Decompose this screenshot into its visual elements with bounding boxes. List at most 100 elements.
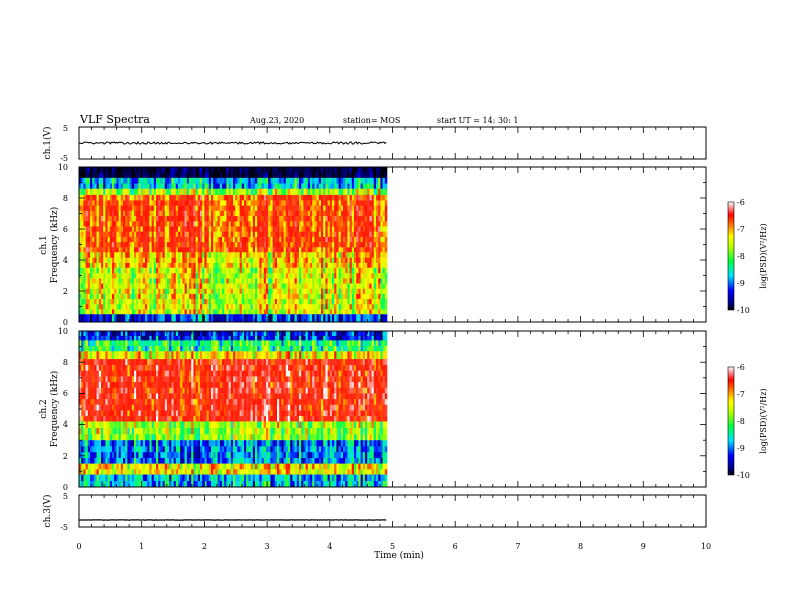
ch1-spectrogram-cell xyxy=(312,226,315,232)
ch1-spectrogram-cell xyxy=(329,177,333,184)
ch1-spectrogram-cell xyxy=(158,172,161,179)
ch1-spectrogram-cell xyxy=(345,298,348,305)
ch1-spectrogram-cell xyxy=(164,298,168,305)
ch1-spectrogram-cell xyxy=(180,252,183,258)
ch1-spectrogram-cell xyxy=(228,210,232,217)
ch1-spectrogram-cell xyxy=(340,172,344,179)
ch1-spectrogram-cell xyxy=(153,303,157,310)
ch1-spectrogram-cell xyxy=(191,188,194,196)
ch2-spectrogram-cell xyxy=(94,451,97,459)
ch1-spectrogram-cell xyxy=(158,257,161,263)
ch2-spectrogram-cell xyxy=(85,387,89,394)
ch1-spectrogram-cell xyxy=(325,188,328,196)
ch1-spectrogram-cell xyxy=(142,172,146,179)
ch1-spectrogram-cell xyxy=(118,200,122,206)
ch1-spectrogram-cell xyxy=(213,167,216,173)
ch1-spectrogram-cell xyxy=(347,188,350,196)
ch1-spectrogram-cell xyxy=(120,241,124,248)
ch1-spectrogram-cell xyxy=(268,205,271,211)
ch2-spectrogram-cell xyxy=(131,469,135,475)
ch1-spectrogram-cell xyxy=(334,257,337,263)
ch1-spectrogram-cell xyxy=(270,283,273,289)
ch1-spectrogram-cell xyxy=(114,236,117,243)
ch2-spectrogram-cell xyxy=(79,370,82,377)
ch1-spectrogram-cell xyxy=(202,220,205,227)
ch1-spectrogram-cell xyxy=(94,241,97,248)
ch2-spectrogram-cell xyxy=(81,457,84,464)
ch1-spectrogram-cell xyxy=(257,288,260,294)
ch1-spectrogram-cell xyxy=(310,303,313,310)
ch1-spectrogram-cell xyxy=(292,293,295,300)
ch1-spectrogram-cell xyxy=(283,278,287,284)
ch1-spectrogram-cell xyxy=(338,210,342,217)
ch1-spectrogram-cell xyxy=(134,247,137,253)
ch1-spectrogram-cell xyxy=(314,226,317,232)
ch2-spectrogram-cell xyxy=(81,480,84,488)
ch1-spectrogram-cell xyxy=(175,172,179,179)
ch1-spectrogram-cell xyxy=(259,298,262,305)
ch2-spectrogram-cell xyxy=(103,376,106,383)
ch1-spectrogram-cell xyxy=(252,309,256,315)
ch2-spectrogram-cell xyxy=(116,331,119,336)
ch2-spectrogram-cell xyxy=(129,340,133,347)
ch1-spectrogram-cell xyxy=(301,183,304,189)
ch1-spectrogram-cell xyxy=(288,215,291,222)
ch2-spectrogram-cell xyxy=(90,345,93,352)
ch1-spectrogram-cell xyxy=(351,167,355,173)
ch1-spectrogram-cell xyxy=(134,172,137,179)
ch1-spectrogram-cell xyxy=(382,247,386,253)
ch1-spectrogram-cell xyxy=(107,257,111,263)
ch1-spectrogram-cell xyxy=(345,183,348,189)
ch1-spectrogram-cell xyxy=(206,293,210,300)
ch1-spectrogram-cell xyxy=(140,200,144,206)
ch1-spectrogram-cell xyxy=(244,262,247,269)
ch1-spectrogram-cell xyxy=(116,262,119,269)
ch1-spectrogram-cell xyxy=(101,267,104,274)
ch1-spectrogram-cell xyxy=(118,293,122,300)
ch1-spectrogram-cell xyxy=(321,247,324,253)
ch1-spectrogram-cell xyxy=(105,205,108,211)
ch1-spectrogram-cell xyxy=(336,177,339,184)
ch1-spectrogram-cell xyxy=(195,241,199,248)
ch1-spectrogram-cell xyxy=(217,288,221,294)
ch1-spectrogram-cell xyxy=(310,205,313,211)
ch1-spectrogram-cell xyxy=(129,183,133,189)
ch1-spectrogram-cell xyxy=(255,220,258,227)
ch2-spectrogram-cell xyxy=(83,480,86,488)
ch1-spectrogram-cell xyxy=(250,241,254,248)
ch2-spectrogram-cell xyxy=(92,463,95,470)
ch1-spectrogram-cell xyxy=(140,220,144,227)
ch1-spectrogram-cell xyxy=(153,220,157,227)
ch1-spectrogram-cell xyxy=(114,309,117,315)
ch1-spectrogram-cell xyxy=(180,231,183,237)
ch1-spectrogram-cell xyxy=(354,303,357,310)
ch1-spectrogram-cell xyxy=(347,177,350,184)
ch1-spectrogram-cell xyxy=(356,210,359,217)
ch2-spectrogram-cell xyxy=(131,451,135,459)
ch1-spectrogram-cell xyxy=(237,267,240,274)
ch2-spectrogram-cell xyxy=(83,345,86,352)
ch1-spectrogram-cell xyxy=(299,215,302,222)
ch1-spectrogram-cell xyxy=(296,272,300,279)
ch2-spectrogram-cell xyxy=(79,393,82,400)
ch1-spectrogram-cell xyxy=(263,257,267,263)
ch1-spectrogram-cell xyxy=(257,309,260,315)
ch1-spectrogram-cell xyxy=(263,309,267,315)
ch1-spectrogram-cell xyxy=(305,210,309,217)
ch1-spectrogram-cell xyxy=(382,293,386,300)
ch1-spectrogram-cell xyxy=(303,293,306,300)
ch1-spectrogram-cell xyxy=(213,252,216,258)
ch1-spectrogram-cell xyxy=(105,236,108,243)
ch1-spectrogram-cell xyxy=(87,314,91,323)
ch1-spectrogram-cell xyxy=(156,210,159,217)
ch1-spectrogram-cell xyxy=(145,172,148,179)
ch1-spectrogram-cell xyxy=(114,188,117,196)
ch1-spectrogram-cell xyxy=(180,293,183,300)
ch2-spectrogram-cell xyxy=(114,381,117,388)
ch1-spectrogram-cell xyxy=(182,272,185,279)
ch1-spectrogram-cell xyxy=(151,267,155,274)
ch1-spectrogram-cell xyxy=(230,210,234,217)
ch1-spectrogram-cell xyxy=(109,278,113,284)
ch1-spectrogram-cell xyxy=(136,298,139,305)
ch1-spectrogram-cell xyxy=(303,226,306,232)
